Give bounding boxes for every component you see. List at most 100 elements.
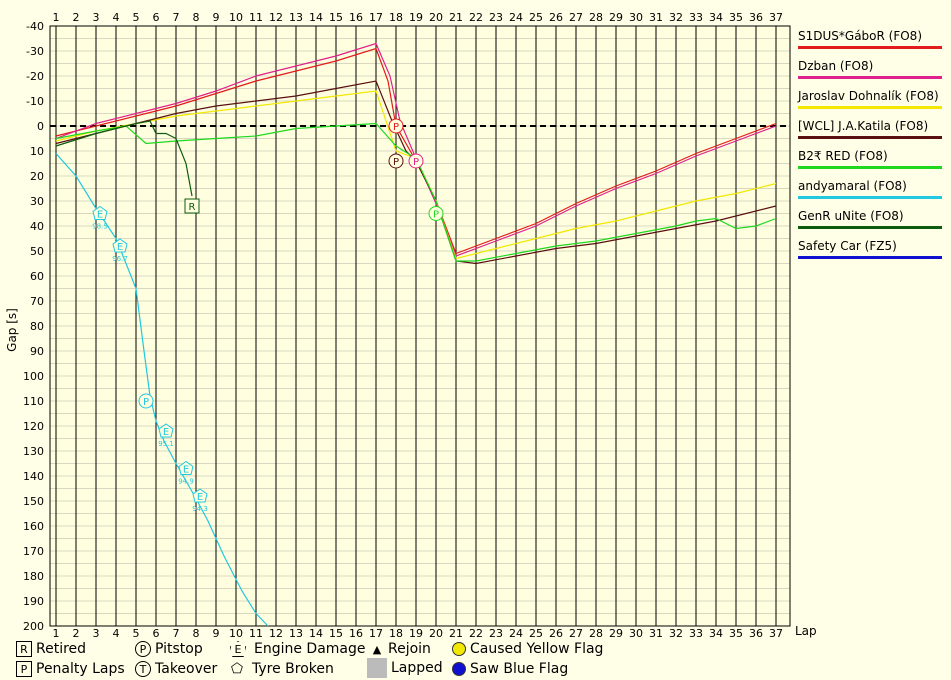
takeover-icon: T xyxy=(135,661,151,677)
x-tick-top: 5 xyxy=(133,11,140,24)
y-tick: 90 xyxy=(30,345,44,358)
legend-entry: andyamaral (FO8) xyxy=(798,178,944,206)
legend-swatch xyxy=(798,256,942,259)
key-retired-label: Retired xyxy=(36,641,87,657)
legend-label: Safety Car (FZ5) xyxy=(798,239,897,253)
x-tick-bottom: 11 xyxy=(249,627,263,640)
y-tick: 70 xyxy=(30,295,44,308)
engine-marker xyxy=(158,423,174,438)
y-tick: 180 xyxy=(23,570,44,583)
chart-grid xyxy=(49,25,791,627)
marker-code: P xyxy=(413,157,419,168)
series-line-5 xyxy=(55,153,269,627)
engine-icon: E xyxy=(230,641,246,657)
y-tick: 200 xyxy=(23,620,44,633)
x-tick-top: 3 xyxy=(93,11,100,24)
x-tick-top: 26 xyxy=(549,11,563,24)
lapped-icon xyxy=(367,658,387,678)
marker-code: R xyxy=(189,202,196,213)
x-tick-top: 6 xyxy=(153,11,160,24)
retired-icon: R xyxy=(16,641,32,657)
x-tick-bottom: 2 xyxy=(73,627,80,640)
y-tick: 110 xyxy=(23,395,44,408)
pitstop-marker xyxy=(388,153,404,169)
engine-note: 94.3 xyxy=(192,505,208,513)
x-tick-top: 7 xyxy=(173,11,180,24)
y-tick: 160 xyxy=(23,520,44,533)
x-tick-top: 25 xyxy=(529,11,543,24)
y-axis-label: Gap [s] xyxy=(5,308,19,352)
x-tick-bottom: 8 xyxy=(193,627,200,640)
x-tick-top: 12 xyxy=(269,11,283,24)
series-line-4 xyxy=(55,122,777,262)
x-tick-bottom: 16 xyxy=(349,627,363,640)
tyre-icon: ⬠ xyxy=(230,661,244,677)
legend-swatch xyxy=(798,226,942,229)
key-blue-label: Saw Blue Flag xyxy=(470,661,569,677)
key-tyre-broken: ⬠ Tyre Broken xyxy=(230,661,334,677)
key-caused-yellow: Caused Yellow Flag xyxy=(452,641,603,657)
key-retired: R Retired xyxy=(16,641,86,657)
x-tick-bottom: 12 xyxy=(269,627,283,640)
x-tick-bottom: 23 xyxy=(489,627,503,640)
marker-code: P xyxy=(393,122,399,133)
x-tick-top: 23 xyxy=(489,11,503,24)
engine-note: 94.9 xyxy=(178,478,194,486)
x-tick-top: 2 xyxy=(73,11,80,24)
series-line-1 xyxy=(55,42,777,257)
legend-entry: Safety Car (FZ5) xyxy=(798,238,944,266)
x-tick-bottom: 5 xyxy=(133,627,140,640)
x-tick-bottom: 13 xyxy=(289,627,303,640)
pitstop-marker xyxy=(428,206,444,221)
x-tick-bottom: 28 xyxy=(589,627,603,640)
legend-entry: GenR uNite (FO8) xyxy=(798,208,944,236)
legend-label: andyamaral (FO8) xyxy=(798,179,907,193)
y-tick: 150 xyxy=(23,495,44,508)
marker-code: E xyxy=(183,465,189,476)
key-pitstop: P Pitstop xyxy=(135,641,203,657)
x-tick-top: 9 xyxy=(213,11,220,24)
y-tick: 20 xyxy=(30,170,44,183)
x-tick-top: 30 xyxy=(629,11,643,24)
key-saw-blue: Saw Blue Flag xyxy=(452,661,568,677)
marker-code: P xyxy=(433,210,439,221)
x-tick-bottom: 29 xyxy=(609,627,623,640)
legend-swatch xyxy=(798,46,942,49)
legend-label: GenR uNite (FO8) xyxy=(798,209,904,223)
marker-code: P xyxy=(143,397,149,408)
key-penalty-label: Penalty Laps xyxy=(36,661,125,677)
y-tick: -20 xyxy=(26,70,44,83)
x-tick-top: 16 xyxy=(349,11,363,24)
legend-entry: [WCL] J.A.Katila (FO8) xyxy=(798,118,944,146)
legend-swatch xyxy=(798,76,942,79)
marker-code: E xyxy=(97,210,103,221)
rejoin-icon: ▲ xyxy=(372,642,382,656)
legend-entry: B2₹ RED (FO8) xyxy=(798,148,944,176)
legend-label: Dzban (FO8) xyxy=(798,59,874,73)
x-tick-bottom: 7 xyxy=(173,627,180,640)
y-tick: 100 xyxy=(23,370,44,383)
x-tick-top: 19 xyxy=(409,11,423,24)
key-tyre-label: Tyre Broken xyxy=(252,661,334,677)
x-tick-top: 29 xyxy=(609,11,623,24)
x-tick-top: 18 xyxy=(389,11,403,24)
pitstop-marker xyxy=(408,153,424,169)
marker-code: E xyxy=(117,242,123,253)
pitstop-marker xyxy=(388,118,404,134)
engine-note: 96.7 xyxy=(112,255,128,263)
chart-tick-labels: 1122334455667788991010111112121313141415… xyxy=(23,11,783,640)
x-tick-bottom: 4 xyxy=(113,627,120,640)
engine-marker xyxy=(112,238,128,253)
y-tick: 130 xyxy=(23,445,44,458)
key-rejoin: ▲ Rejoin xyxy=(370,641,431,657)
x-tick-bottom: 33 xyxy=(689,627,703,640)
x-tick-top: 24 xyxy=(509,11,523,24)
blue-flag-icon xyxy=(452,662,466,676)
series-line-6 xyxy=(55,120,193,197)
legend-label: S1DUS*GáboR (FO8) xyxy=(798,29,923,43)
y-tick: 190 xyxy=(23,595,44,608)
y-tick: -10 xyxy=(26,95,44,108)
engine-marker xyxy=(178,460,194,475)
x-tick-top: 20 xyxy=(429,11,443,24)
